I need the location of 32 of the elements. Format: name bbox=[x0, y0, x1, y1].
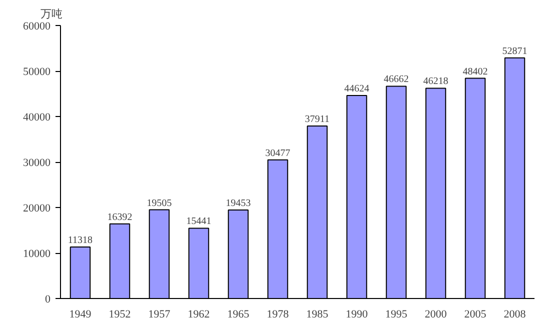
data-label: 44624 bbox=[344, 83, 370, 94]
x-tick-label: 1985 bbox=[306, 308, 329, 320]
data-label: 30477 bbox=[265, 148, 290, 159]
x-tick-label: 1952 bbox=[108, 308, 131, 320]
y-tick-label: 60000 bbox=[23, 20, 51, 32]
data-label: 16392 bbox=[107, 212, 132, 223]
y-tick-label: 0 bbox=[45, 294, 51, 306]
x-tick-label: 1990 bbox=[346, 308, 368, 320]
x-tick-label: 1978 bbox=[266, 308, 290, 320]
y-tick-label: 40000 bbox=[23, 112, 51, 124]
data-label: 19505 bbox=[146, 198, 172, 209]
x-tick-label: 1995 bbox=[385, 308, 408, 320]
x-tick-label: 1965 bbox=[227, 308, 250, 320]
x-tick-label: 1962 bbox=[188, 308, 210, 320]
data-label: 46662 bbox=[384, 74, 409, 86]
x-tick-label: 1949 bbox=[69, 308, 92, 320]
x-tick-label: 2000 bbox=[424, 308, 448, 320]
data-label: 48402 bbox=[462, 66, 488, 78]
x-tick-label: 2008 bbox=[504, 308, 526, 320]
data-label: 11318 bbox=[68, 235, 93, 246]
data-label: 52871 bbox=[502, 46, 528, 57]
y-tick-label: 10000 bbox=[23, 248, 51, 260]
y-tick-label: 50000 bbox=[23, 66, 51, 78]
y-tick-label: 20000 bbox=[23, 202, 51, 214]
y-axis-title: 万吨 bbox=[40, 8, 62, 20]
x-tick-label: 2005 bbox=[464, 308, 487, 320]
data-label: 15441 bbox=[186, 216, 212, 228]
y-tick-label: 30000 bbox=[23, 157, 51, 169]
x-tick-label: 1957 bbox=[148, 308, 171, 320]
data-label: 46218 bbox=[423, 76, 448, 88]
data-label: 19453 bbox=[226, 198, 251, 209]
data-label: 37911 bbox=[304, 114, 330, 126]
